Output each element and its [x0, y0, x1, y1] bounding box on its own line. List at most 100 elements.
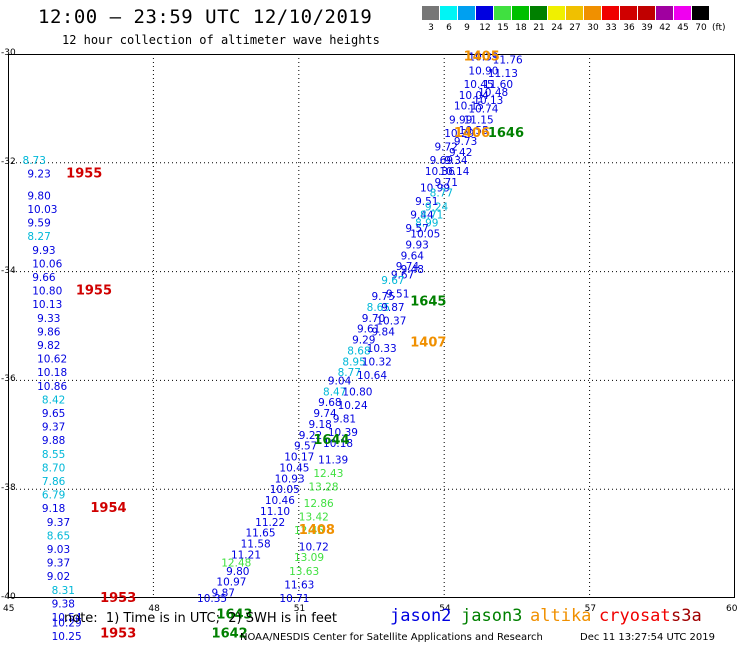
pass-time-label: 1643	[216, 607, 252, 622]
wave-height-point: 10.39	[468, 52, 498, 64]
wave-height-point: 9.04	[328, 375, 352, 387]
wave-height-point: 10.24	[338, 400, 368, 412]
wave-height-point: 9.68	[318, 397, 341, 409]
wave-height-point: 7.86	[42, 476, 66, 488]
wave-height-point: 9.66	[32, 272, 56, 284]
wave-height-point: 10.29	[52, 617, 82, 629]
wave-height-point: 10.46	[265, 495, 295, 507]
wave-height-point: 8.73	[23, 155, 46, 167]
scale-label: 33	[605, 23, 617, 33]
pass-time-label: 1407	[410, 335, 446, 350]
wave-height-point: 9.73	[454, 136, 477, 148]
lon-tick-label: 45	[3, 604, 15, 614]
wave-height-point: 9.51	[386, 288, 409, 300]
wave-height-point: 10.45	[464, 79, 494, 91]
wave-height-point: 9.37	[47, 558, 70, 570]
scale-unit: (ft)	[712, 23, 726, 33]
scale-swatch	[512, 6, 530, 20]
wave-height-point: 10.74	[468, 103, 498, 115]
wave-height-point: 10.86	[37, 381, 67, 393]
wave-height-point: 9.37	[42, 422, 65, 434]
wave-height-point: 9.72	[435, 141, 458, 153]
wave-height-point: 10.32	[362, 356, 392, 368]
wave-height-point: 9.71	[435, 177, 458, 189]
scale-label: 30	[587, 23, 599, 33]
pass-time-label: 1645	[410, 295, 446, 310]
wave-height-point: 9.51	[415, 196, 438, 208]
wave-height-point: 10.55	[459, 125, 489, 137]
pass-time-label: 1953	[100, 626, 136, 641]
wave-height-point: 9.74	[313, 408, 337, 420]
wave-height-point: 8.31	[52, 585, 75, 597]
wave-height-point: 10.90	[468, 65, 498, 77]
wave-height-point: 8.47	[323, 386, 346, 398]
wave-height-point: 9.34	[444, 155, 468, 167]
wave-height-point: 9.24	[425, 201, 449, 213]
wave-height-point: 11.13	[488, 68, 518, 80]
wave-height-point: 11.39	[318, 454, 348, 466]
scale-swatch	[566, 6, 584, 20]
lat-tick-label: -30	[1, 48, 16, 58]
wave-height-point: 9.42	[449, 147, 472, 159]
wave-height-point: 13.09	[294, 552, 324, 564]
wave-height-point: 9.38	[52, 598, 75, 610]
scale-label: 42	[659, 23, 671, 33]
scale-label: 36	[623, 23, 635, 33]
scale-swatch	[422, 6, 440, 20]
pass-time-label: 1954	[90, 501, 126, 516]
wave-height-point: 9.18	[42, 503, 65, 515]
wave-height-point: 9.22	[299, 430, 322, 442]
scale-swatch	[494, 6, 512, 20]
wave-height-point: 12.45	[294, 525, 324, 537]
wave-height-point: 13.42	[299, 511, 329, 523]
wave-height-point: 9.80	[27, 190, 50, 202]
wave-height-point: 10.13	[473, 95, 503, 107]
wave-height-point: 8.42	[42, 394, 65, 406]
wave-height-point: 9.33	[37, 313, 60, 325]
scale-swatch	[458, 6, 476, 20]
wave-height-point: 10.93	[275, 473, 305, 485]
scale-label: 6	[446, 23, 452, 33]
wave-height-point: 9.59	[27, 218, 50, 230]
scale-label: 45	[677, 23, 689, 33]
pass-time-label: 1405	[464, 50, 500, 65]
lat-tick-label: -36	[1, 374, 16, 385]
wave-height-point: 8.77	[430, 188, 453, 200]
scale-label: 27	[569, 23, 581, 33]
wave-height-point: 9.23	[27, 169, 50, 181]
wave-height-point: 9.64	[401, 250, 425, 262]
scale-label: 39	[641, 23, 653, 33]
wave-height-point: 8.70	[42, 462, 65, 474]
wave-height-point: 8.68	[347, 345, 370, 357]
scale-swatch	[638, 6, 656, 20]
lat-tick-label: -34	[1, 265, 16, 276]
wave-height-point: 9.82	[37, 340, 60, 352]
map-subtitle: 12 hour collection of altimeter wave hei…	[62, 33, 380, 47]
wave-height-point: 9.57	[405, 223, 428, 235]
wave-height-point: 9.67	[391, 269, 414, 281]
wave-height-point: 10.33	[367, 343, 397, 355]
satellite-legend-item: s3a	[671, 606, 702, 626]
wave-height-point: 11.63	[284, 579, 314, 591]
pass-time-label: 1642	[212, 626, 248, 641]
pass-time-label: 1646	[488, 126, 524, 141]
wave-height-point: 9.88	[42, 435, 65, 447]
wave-height-point: 8.71	[420, 209, 443, 221]
wave-height-point: 9.37	[47, 517, 70, 529]
wave-height-point: 9.44	[410, 209, 434, 221]
scale-label: 70	[695, 23, 707, 33]
wave-height-point: 10.14	[439, 166, 469, 178]
wave-height-point: 9.99	[449, 114, 472, 126]
footer-source: NOAA/NESDIS Center for Satellite Applica…	[240, 632, 543, 643]
wave-height-point: 8.95	[342, 356, 365, 368]
lat-tick-label: -32	[1, 156, 16, 167]
satellite-legend-item: cryosat	[599, 606, 671, 626]
wave-height-point: 10.80	[32, 286, 62, 298]
lon-tick-label: 51	[293, 604, 306, 614]
wave-height-point: 11.22	[255, 517, 285, 529]
wave-height-point: 10.03	[27, 204, 57, 216]
scale-label: 3	[428, 23, 434, 33]
wave-height-point: 12.48	[221, 558, 251, 570]
wave-height-point: 10.17	[284, 452, 314, 464]
wave-height-point: 11.76	[493, 54, 523, 66]
